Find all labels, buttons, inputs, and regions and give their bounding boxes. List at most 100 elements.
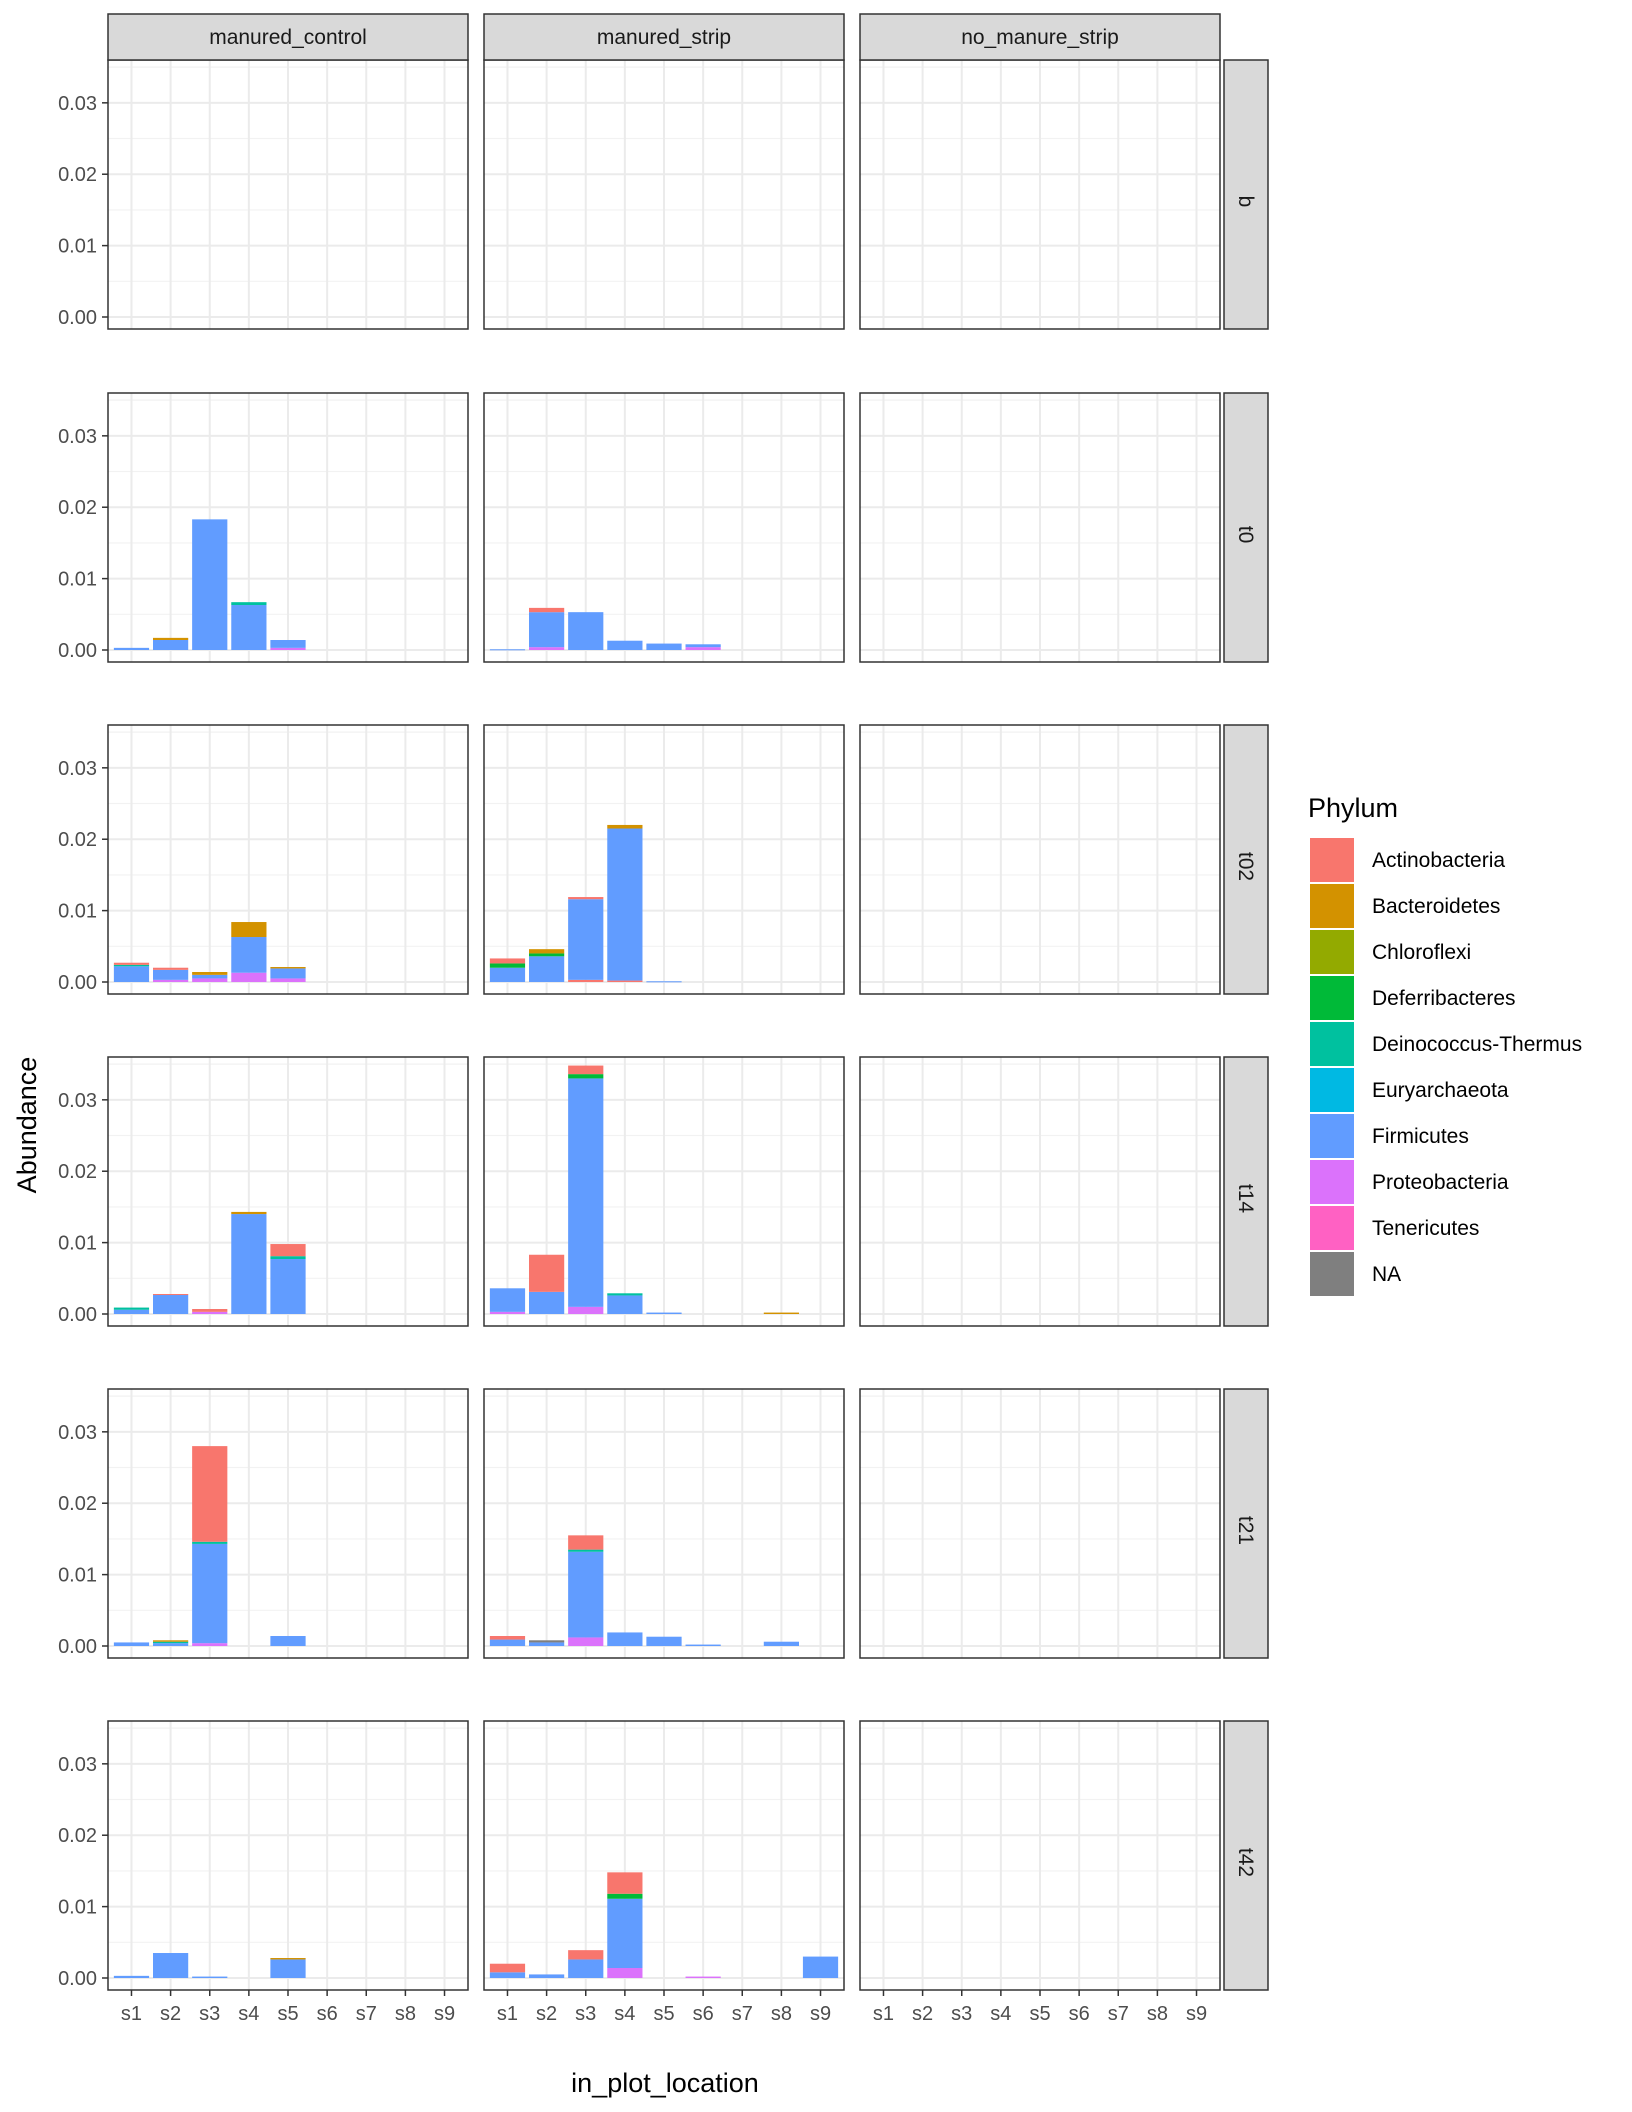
bar-segment-s1-firmicutes	[489, 1639, 526, 1646]
y-tick-label: 0.01	[58, 1233, 97, 1255]
facet-panel-manured_control-t42	[107, 1720, 469, 1991]
panel-border	[107, 392, 469, 663]
y-tick-label: 0.01	[58, 901, 97, 923]
bar-segment-s5-firmicutes	[646, 981, 682, 983]
y-tick-label: 0.01	[58, 1565, 97, 1587]
bar-segment-s2-na	[529, 1640, 565, 1643]
bar-segment-s6-firmicutes	[685, 644, 721, 648]
y-tick-label: 0.03	[58, 93, 97, 115]
y-tick-label: 0.02	[58, 1493, 97, 1515]
bar-segment-s3-firmicutes	[568, 1959, 604, 1978]
bar-segment-s2-firmicutes	[153, 1643, 189, 1646]
facet-panel-manured_control-t14	[107, 1056, 469, 1327]
bar-segment-s3-actinobacteria	[568, 1065, 604, 1075]
bar-segment-s2-firmicutes	[529, 956, 565, 982]
bar-segment-s1-deinococcus-thermus	[113, 964, 150, 967]
legend-title: Phylum	[1308, 793, 1398, 823]
bar-segment-s6-proteobacteria	[685, 1976, 721, 1978]
y-tick-label: 0.01	[58, 569, 97, 591]
bar-segment-s3-actinobacteria	[568, 1535, 604, 1550]
bar-segment-s5-firmicutes	[270, 640, 306, 648]
panel-border	[859, 724, 1221, 995]
bar-segment-s5-firmicutes	[270, 1259, 306, 1314]
bar-segment-s1-firmicutes	[113, 647, 150, 650]
bar-segment-s1-firmicutes	[489, 1288, 526, 1312]
facet-panel-manured_strip-t42	[483, 1720, 845, 1991]
bar-segment-s2-bacteroidetes	[153, 1640, 189, 1642]
x-tick-label-s7: s7	[356, 2003, 377, 2025]
column-strip-label: manured_strip	[597, 26, 731, 49]
bar-segment-s3-firmicutes	[192, 1976, 228, 1978]
bar-segment-s3-bacteroidetes	[192, 972, 228, 975]
bar-segment-s1-firmicutes	[113, 966, 150, 982]
x-tick-label-s8: s8	[771, 2003, 792, 2025]
x-tick-label-s7: s7	[732, 2003, 753, 2025]
bar-segment-s2-deinococcus-thermus	[153, 1641, 189, 1644]
panel-border	[859, 392, 1221, 663]
legend-label-na: NA	[1372, 1263, 1401, 1286]
facet-panel-manured_strip-t0	[483, 392, 845, 663]
facet-panel-manured_strip-t21	[483, 1388, 845, 1659]
bar-segment-s8-firmicutes	[763, 1641, 799, 1646]
x-tick-label-s6: s6	[317, 2003, 338, 2025]
bar-segment-s4-actinobacteria	[607, 1872, 643, 1894]
bar-segment-s6-proteobacteria	[685, 647, 721, 650]
bar-segment-s2-bacteroidetes	[153, 637, 189, 641]
panel-border	[107, 724, 469, 995]
legend-label-deinococcus-thermus: Deinococcus-Thermus	[1372, 1033, 1582, 1056]
bar-segment-s3-firmicutes	[568, 899, 604, 980]
panel-border	[859, 1056, 1221, 1327]
bar-segment-s4-bacteroidetes	[607, 824, 643, 829]
facet-panel-no_manure_strip-t21	[859, 1388, 1221, 1659]
row-strip	[1223, 1056, 1269, 1327]
panel-border	[859, 1388, 1221, 1659]
bar-segment-s1-deinococcus-thermus	[113, 1307, 150, 1310]
bar-segment-s2-firmicutes	[153, 969, 189, 980]
legend-label-deferribacteres: Deferribacteres	[1372, 987, 1516, 1010]
legend-swatch-chloroflexi	[1310, 930, 1354, 974]
facet-panel-manured_strip-t02	[483, 724, 845, 995]
bar-segment-s4-bacteroidetes	[231, 1211, 267, 1215]
panel-border	[483, 1388, 845, 1659]
bar-segment-s4-deinococcus-thermus	[607, 1293, 643, 1296]
x-tick-label-s6: s6	[693, 2003, 714, 2025]
y-tick-label: 0.00	[58, 307, 97, 329]
bar-segment-s4-actinobacteria	[607, 980, 643, 982]
bar-segment-s2-firmicutes	[153, 1294, 189, 1314]
y-tick-label: 0.03	[58, 426, 97, 448]
y-tick-label: 0.00	[58, 1636, 97, 1658]
facet-panel-manured_control-t0	[107, 392, 469, 663]
bar-segment-s2-proteobacteria	[153, 979, 189, 982]
column-strip	[483, 13, 845, 61]
bar-segment-s2-actinobacteria	[529, 1254, 565, 1292]
bar-segment-s9-firmicutes	[802, 1956, 839, 1978]
facet-panel-manured_control-t02	[107, 724, 469, 995]
bar-segment-s3-firmicutes	[568, 1551, 604, 1638]
bar-segment-s3-firmicutes	[192, 1543, 228, 1644]
bar-segment-s3-proteobacteria	[192, 978, 228, 982]
bar-segment-s5-firmicutes	[270, 1636, 306, 1646]
bar-segment-s3-proteobacteria	[568, 1306, 604, 1314]
x-tick-label-s4: s4	[614, 2003, 635, 2025]
panel-border	[483, 1056, 845, 1327]
bar-segment-s3-actinobacteria	[568, 979, 604, 982]
bar-segment-s3-deferribacteres	[568, 1074, 604, 1079]
y-tick-label: 0.03	[58, 758, 97, 780]
bar-segment-s3-firmicutes	[568, 612, 604, 650]
bar-segment-s1-deferribacteres	[489, 963, 526, 968]
bar-segment-s3-firmicutes	[192, 974, 228, 979]
bar-segment-s2-actinobacteria	[153, 967, 189, 970]
y-tick-label: 0.01	[58, 236, 97, 258]
bar-segment-s1-firmicutes	[113, 1309, 150, 1314]
y-tick-label: 0.03	[58, 1754, 97, 1776]
legend-label-euryarchaeota: Euryarchaeota	[1372, 1079, 1509, 1102]
bar-segment-s4-firmicutes	[607, 1898, 643, 1969]
y-tick-label: 0.03	[58, 1422, 97, 1444]
facet-panel-manured_control-b	[107, 59, 469, 330]
panel-border	[107, 1056, 469, 1327]
bar-segment-s3-deinococcus-thermus	[192, 1541, 228, 1544]
row-strip	[1223, 1388, 1269, 1659]
x-tick-label-s2: s2	[160, 2003, 181, 2025]
x-tick-label-s3: s3	[199, 2003, 220, 2025]
x-tick-label-s1: s1	[873, 2003, 894, 2025]
